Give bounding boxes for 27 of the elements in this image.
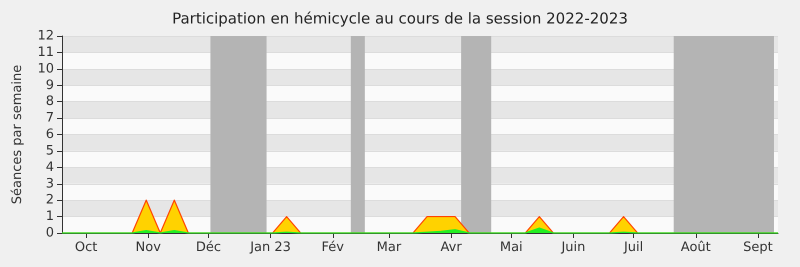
y-tick-label: 4	[46, 160, 54, 175]
y-tick-label: 9	[46, 78, 54, 93]
x-tick-label: Mai	[500, 240, 523, 255]
x-tick-label: Fév	[322, 240, 344, 255]
x-tick-label: Déc	[196, 240, 221, 255]
y-tick-label: 6	[46, 127, 54, 142]
x-tick-label: Jan 23	[249, 240, 291, 255]
y-tick-label: 3	[46, 176, 54, 192]
y-tick-label: 8	[46, 94, 54, 110]
y-tick-label: 0	[46, 226, 54, 240]
x-tick-label: Mar	[376, 240, 402, 255]
y-axis-title: Séances par semaine	[10, 64, 25, 204]
y-tick-label: 2	[46, 192, 54, 208]
y-tick-label: 7	[46, 110, 54, 126]
x-tick-label: Juin	[560, 240, 586, 255]
x-tick-label: Nov	[136, 240, 162, 255]
x-tick-label: Sept	[743, 240, 773, 255]
x-tick-label: Août	[680, 240, 711, 255]
x-tick-label: Juil	[622, 240, 644, 255]
y-tick-label: 12	[37, 28, 54, 44]
x-tick-label: Oct	[74, 240, 98, 255]
x-tick-label: Avr	[440, 240, 462, 255]
chart-title: Participation en hémicycle au cours de la session 2022-2023	[172, 10, 628, 28]
y-tick-label: 1	[46, 209, 54, 224]
y-tick-label: 5	[46, 143, 54, 158]
y-tick-label: 10	[37, 61, 54, 76]
y-tick-label: 11	[37, 44, 54, 60]
